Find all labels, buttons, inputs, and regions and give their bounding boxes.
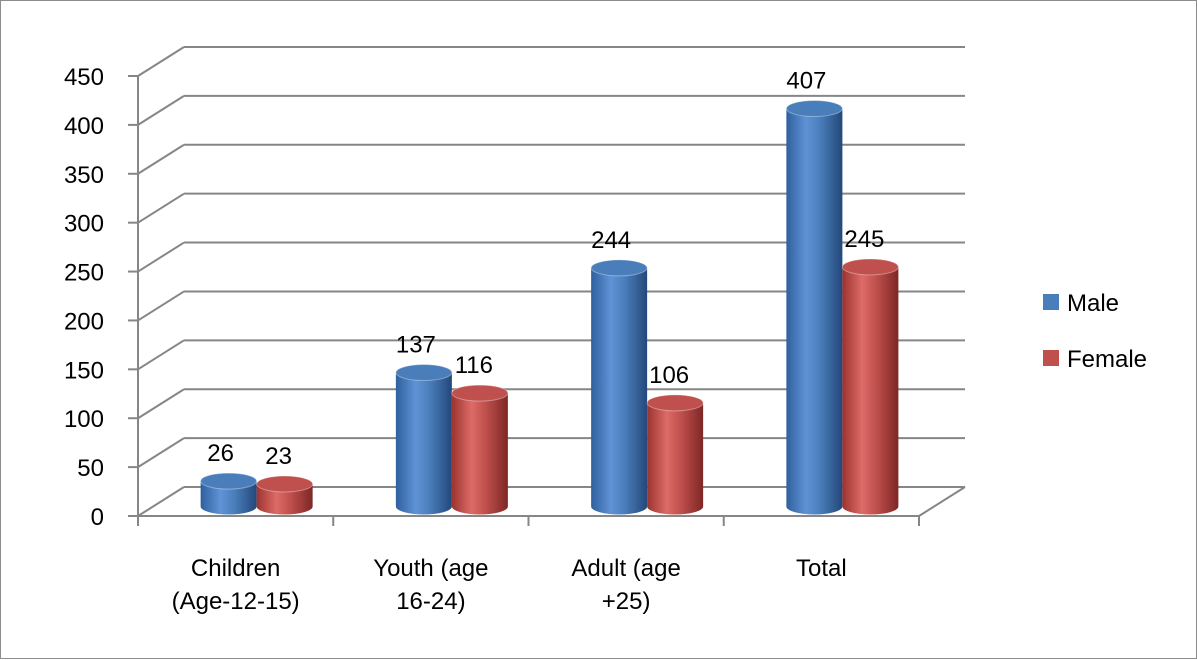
bar-body (842, 266, 899, 515)
bar-body (256, 484, 313, 515)
y-tick-label: 0 (91, 504, 104, 531)
bar-body (786, 108, 843, 515)
bar-top (646, 394, 704, 412)
y-tick-label: 200 (64, 308, 104, 335)
legend-label: Male (1067, 290, 1119, 317)
data-label: 245 (844, 226, 884, 253)
side-gridline (137, 437, 185, 468)
bar-body (591, 267, 648, 515)
side-gridline (137, 143, 185, 175)
bar-body (451, 393, 508, 515)
side-gridline (137, 339, 185, 371)
bars (200, 100, 899, 515)
legend-swatch (1043, 294, 1059, 310)
data-label: 407 (786, 68, 826, 95)
bar-top (451, 384, 509, 402)
x-tick-label: Adult (age +25) (571, 555, 680, 615)
side-gridline (137, 388, 185, 420)
side-gridline (137, 95, 185, 126)
y-tick-label: 250 (64, 260, 104, 287)
y-tick-label: 50 (77, 455, 104, 482)
x-tick-label: Children (Age-12-15) (172, 555, 300, 615)
bar (646, 394, 704, 515)
y-tick-label: 150 (64, 357, 104, 384)
x-tick-label: Total (796, 555, 847, 582)
bar-body (395, 372, 452, 515)
bar-top (590, 259, 648, 277)
axes (128, 75, 966, 526)
y-tick-label: 100 (64, 406, 104, 433)
data-label: 26 (207, 440, 234, 467)
data-label: 116 (455, 352, 493, 379)
side-gridline (137, 46, 185, 77)
bar-top (256, 475, 314, 493)
bar-body (647, 402, 704, 515)
y-tick-label: 450 (64, 64, 104, 91)
data-label: 106 (649, 362, 689, 389)
y-tick-label: 400 (64, 113, 104, 140)
x-tick-label: Youth (age 16-24) (373, 555, 488, 615)
bar-top (841, 258, 899, 276)
floor-edge (918, 486, 966, 517)
bar (200, 472, 258, 515)
bar-body (200, 481, 257, 515)
side-gridline (137, 241, 185, 273)
side-gridline (137, 486, 185, 517)
bar-top (200, 472, 258, 490)
legend-label: Female (1067, 346, 1147, 373)
data-label: 23 (265, 443, 292, 470)
bar (451, 384, 509, 515)
side-gridline (137, 290, 185, 322)
data-label: 244 (591, 227, 631, 254)
bar-top (395, 364, 453, 382)
bar (841, 258, 899, 515)
bar (590, 259, 648, 515)
legend: Male Female (1043, 290, 1147, 373)
labels: 0 50 100 150 200 250 300 350 400 450 Children (Age-… (64, 64, 884, 615)
data-label: 137 (396, 332, 436, 359)
bar-top (785, 100, 843, 118)
legend-swatch (1043, 350, 1059, 366)
y-tick-label: 300 (64, 211, 104, 238)
bar (256, 475, 314, 515)
bar (395, 364, 453, 515)
y-tick-label: 350 (64, 162, 104, 189)
bar (785, 100, 843, 515)
side-gridline (137, 192, 185, 224)
